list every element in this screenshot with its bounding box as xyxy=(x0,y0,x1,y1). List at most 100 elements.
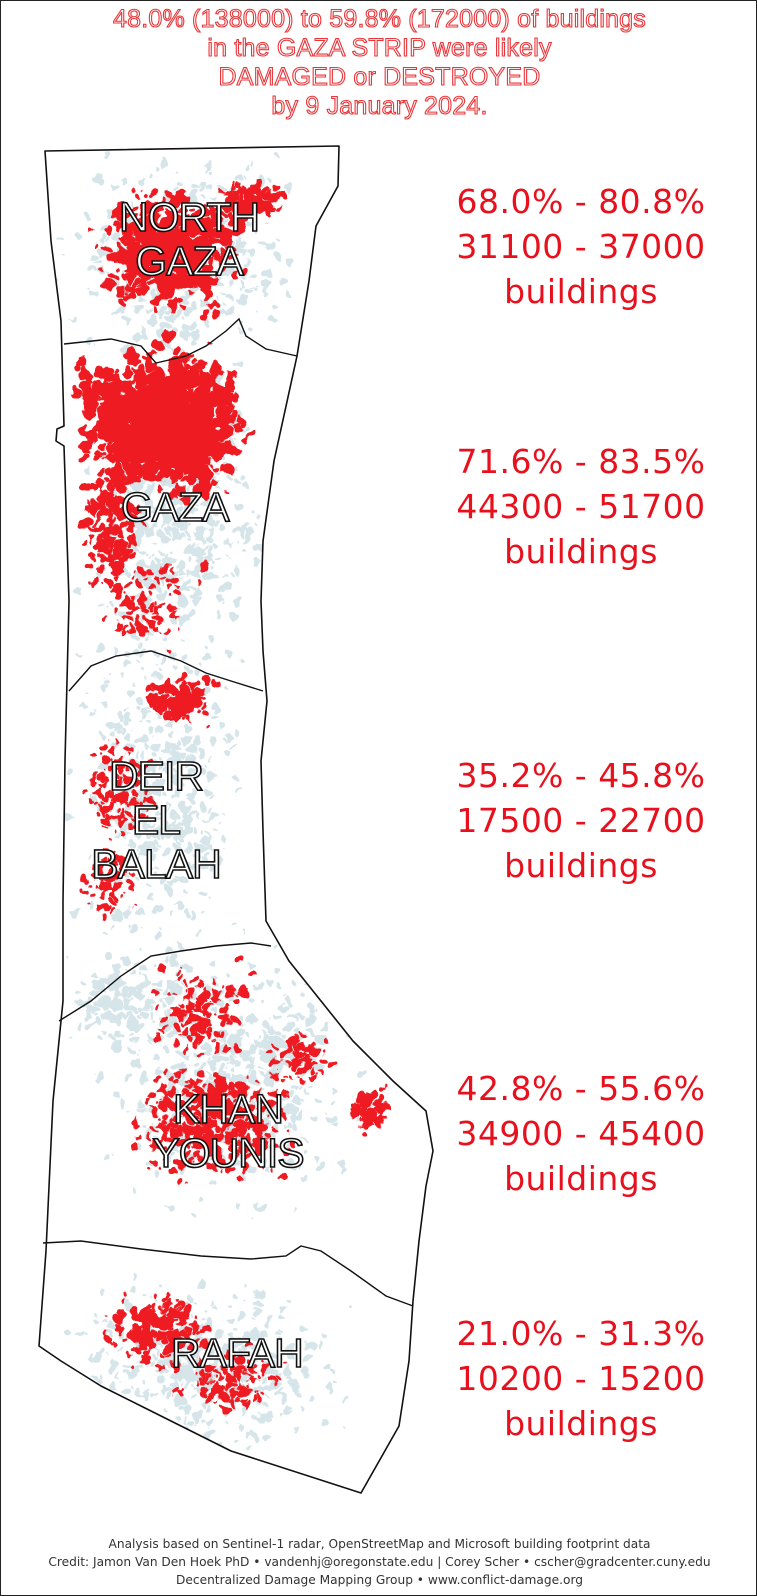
building-footprint xyxy=(329,1100,335,1105)
building-footprint xyxy=(235,464,239,469)
building-footprint xyxy=(121,613,125,618)
damage-cluster xyxy=(194,976,198,981)
building-footprint xyxy=(140,1012,147,1020)
damage-cluster xyxy=(168,296,178,306)
building-footprint xyxy=(180,329,188,338)
building-footprint xyxy=(141,734,150,743)
building-footprint xyxy=(177,596,187,605)
building-footprint xyxy=(167,530,171,535)
building-footprint xyxy=(339,1166,347,1175)
building-footprint xyxy=(145,998,154,1007)
building-footprint xyxy=(201,889,208,896)
building-footprint xyxy=(139,329,147,337)
damage-cluster xyxy=(241,987,249,996)
damage-cluster xyxy=(201,308,209,316)
building-footprint xyxy=(127,1012,131,1015)
building-footprint xyxy=(181,297,189,305)
damage-cluster xyxy=(191,378,201,388)
building-footprint xyxy=(167,830,176,839)
building-footprint xyxy=(208,527,213,533)
building-footprint xyxy=(180,665,190,675)
building-footprint xyxy=(226,1418,230,1422)
building-footprint xyxy=(290,982,297,988)
building-footprint xyxy=(134,346,138,350)
building-footprint xyxy=(185,1418,189,1422)
building-footprint xyxy=(112,1091,120,1100)
building-footprint xyxy=(136,1387,141,1392)
building-footprint xyxy=(196,862,203,869)
building-footprint xyxy=(159,307,167,316)
building-footprint xyxy=(124,649,132,658)
damage-cluster xyxy=(216,371,222,378)
damage-cluster xyxy=(168,603,176,612)
building-footprint xyxy=(182,1409,191,1418)
building-footprint xyxy=(263,1045,269,1051)
building-footprint xyxy=(213,593,223,603)
building-footprint xyxy=(162,790,169,797)
building-footprint xyxy=(323,1365,330,1372)
building-footprint xyxy=(305,1341,314,1350)
damage-cluster xyxy=(136,579,142,585)
building-footprint xyxy=(152,1355,158,1361)
damage-cluster xyxy=(176,454,183,461)
building-footprint xyxy=(76,1330,84,1337)
building-footprint xyxy=(226,292,235,301)
building-footprint xyxy=(198,802,207,811)
building-footprint xyxy=(195,1301,200,1306)
building-footprint xyxy=(146,856,151,861)
building-footprint xyxy=(274,152,281,159)
building-footprint xyxy=(263,1054,268,1059)
building-footprint xyxy=(204,529,209,534)
building-footprint xyxy=(236,566,245,575)
building-footprint xyxy=(321,1419,329,1427)
building-footprint xyxy=(119,1404,126,1410)
building-footprint xyxy=(230,559,234,562)
building-footprint xyxy=(180,1381,183,1384)
building-footprint xyxy=(309,1031,317,1038)
building-footprint xyxy=(245,1064,254,1073)
building-footprint xyxy=(233,1077,240,1084)
building-footprint xyxy=(212,492,216,496)
building-footprint xyxy=(251,221,258,227)
building-footprint xyxy=(261,1301,266,1306)
building-footprint xyxy=(209,807,213,811)
damage-cluster xyxy=(178,1177,186,1185)
building-footprint xyxy=(104,607,107,610)
building-footprint xyxy=(241,1077,246,1083)
building-footprint xyxy=(195,567,200,572)
building-footprint xyxy=(340,1428,344,1432)
damage-cluster xyxy=(153,587,156,591)
building-footprint xyxy=(186,1294,195,1303)
building-footprint xyxy=(136,1015,140,1019)
damage-cluster xyxy=(130,392,138,401)
title-line: by 9 January 2024. xyxy=(271,91,488,120)
damage-cluster xyxy=(177,460,186,469)
building-footprint xyxy=(132,634,139,641)
building-footprint xyxy=(123,1405,132,1414)
building-footprint xyxy=(285,291,291,297)
building-footprint xyxy=(169,807,172,811)
building-footprint xyxy=(99,1375,104,1379)
building-footprint xyxy=(136,909,145,919)
building-footprint xyxy=(173,756,179,762)
damage-cluster xyxy=(140,630,145,635)
damage-cluster xyxy=(230,1014,239,1023)
building-footprint xyxy=(223,537,231,546)
building-footprint xyxy=(138,1005,146,1013)
damage-cluster xyxy=(162,696,167,701)
building-footprint xyxy=(177,1059,181,1063)
damage-cluster xyxy=(126,608,134,616)
building-footprint xyxy=(295,1150,299,1154)
building-footprint xyxy=(234,174,243,183)
building-footprint xyxy=(213,472,217,476)
building-footprint xyxy=(160,580,166,586)
damage-cluster xyxy=(204,987,208,990)
building-footprint xyxy=(76,989,81,995)
building-footprint xyxy=(117,674,123,680)
damage-cluster xyxy=(149,592,155,598)
building-footprint xyxy=(94,1355,101,1362)
damage-cluster xyxy=(149,695,159,705)
building-footprint xyxy=(191,545,198,552)
building-footprint xyxy=(139,855,143,858)
building-footprint xyxy=(342,1396,348,1402)
